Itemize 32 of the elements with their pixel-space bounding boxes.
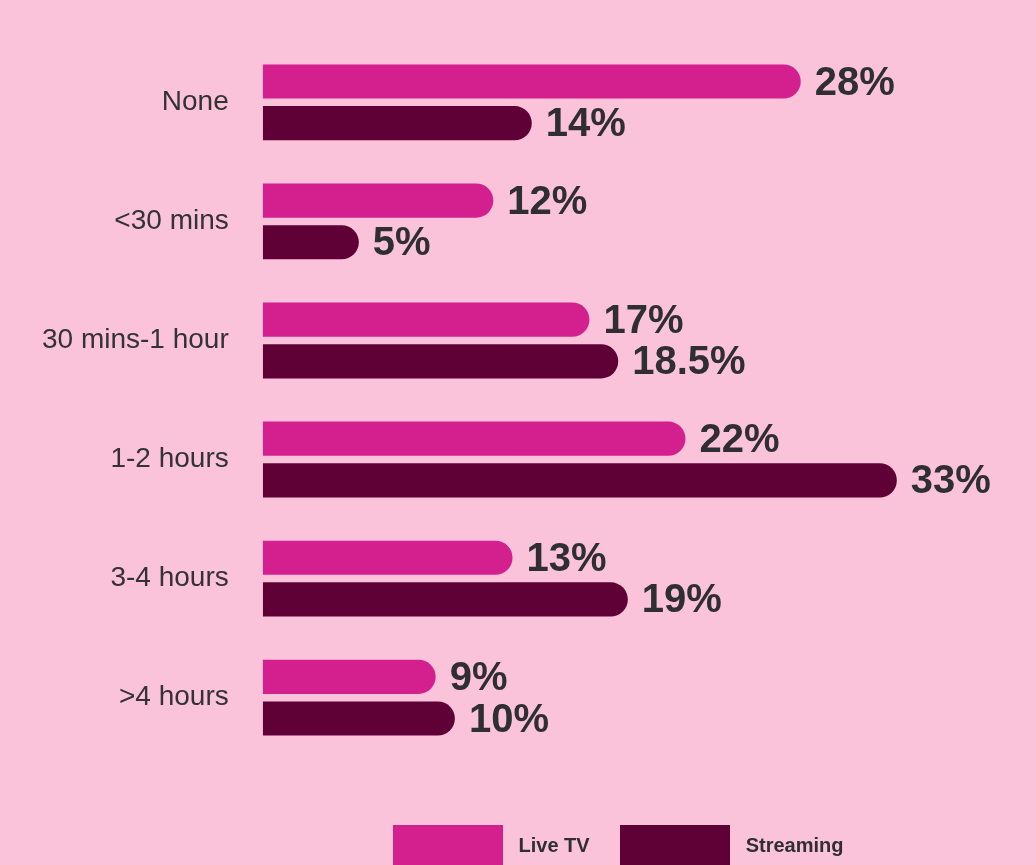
data-label: 5% (372, 219, 431, 264)
bar (262, 106, 532, 141)
data-label: 33% (910, 457, 991, 502)
data-label: 9% (449, 653, 508, 698)
y-tick-label: None (161, 85, 229, 117)
data-label: 22% (699, 415, 780, 460)
data-label: 17% (603, 296, 684, 341)
y-tick-label: 3-4 hours (110, 561, 229, 593)
bar (262, 582, 628, 617)
bar (262, 540, 513, 575)
text: Streaming (745, 833, 844, 857)
data-label: 13% (526, 534, 607, 579)
bar (262, 64, 801, 99)
text: Live TV (518, 833, 590, 857)
bar (262, 183, 494, 218)
y-tick-label: 1-2 hours (110, 442, 229, 474)
bar (262, 344, 619, 379)
bar (262, 659, 436, 694)
data-label: 28% (814, 58, 895, 103)
data-label: 19% (641, 576, 722, 621)
bar (262, 302, 590, 337)
bar (262, 421, 686, 456)
y-tick-label: <30 mins (114, 204, 229, 236)
bar (262, 225, 359, 260)
data-label: 18.5% (632, 338, 746, 383)
data-label: 14% (545, 100, 626, 145)
data-label: 10% (468, 695, 549, 740)
y-tick-label: 30 mins-1 hour (41, 323, 229, 355)
y-tick-label: >4 hours (119, 680, 229, 712)
bar (262, 463, 897, 498)
data-label: 12% (507, 177, 588, 222)
bar (262, 701, 455, 736)
